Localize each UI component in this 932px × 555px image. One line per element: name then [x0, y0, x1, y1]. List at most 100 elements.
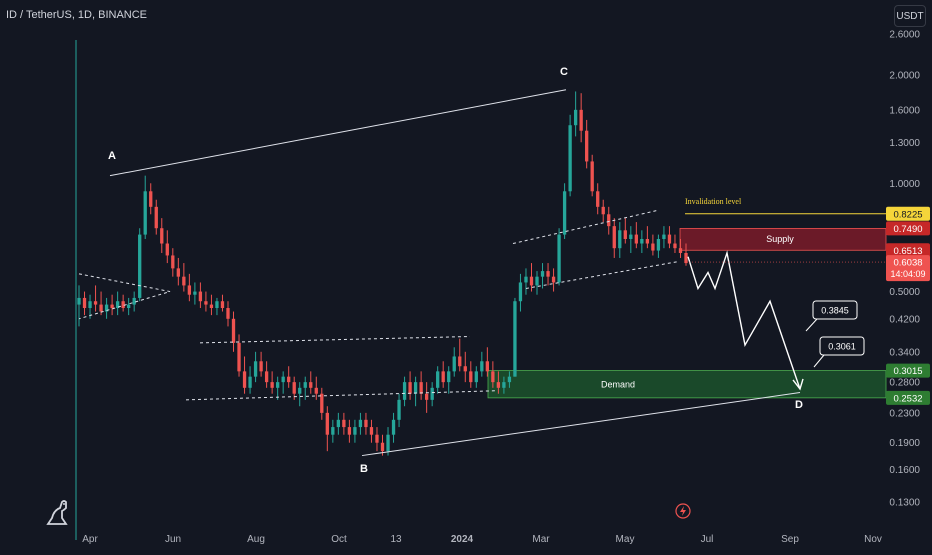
price-tag-current-bg — [886, 255, 930, 282]
candle-body — [176, 268, 180, 277]
y-tick-label: 0.1900 — [889, 438, 920, 449]
candle-body — [529, 276, 534, 286]
candle-body — [579, 109, 583, 131]
lightning-icon[interactable] — [675, 503, 691, 519]
candle-body — [99, 304, 103, 312]
price-tag-demand-bottom-bg — [886, 390, 930, 405]
trendline-bd[interactable] — [361, 392, 801, 457]
x-tick-label: May — [616, 534, 635, 545]
candle-body — [573, 109, 578, 126]
candle-body — [618, 230, 622, 249]
candle-body — [237, 342, 241, 372]
candle-body — [662, 234, 666, 239]
projected-path[interactable] — [687, 250, 801, 390]
candle-body — [452, 356, 456, 372]
candle-body — [535, 276, 539, 286]
candle-body — [419, 382, 423, 394]
candle-body — [171, 255, 175, 269]
price-tag-supply-bottom-bg — [886, 243, 930, 258]
candle-body — [474, 371, 478, 383]
candle-body — [88, 301, 92, 309]
candle-body — [132, 297, 136, 305]
candle-body — [480, 361, 484, 372]
y-tick-label: 0.3400 — [889, 347, 920, 358]
symbol-title[interactable]: ID / TetherUS, 1D, BINANCE — [6, 9, 148, 21]
candle-body — [402, 382, 407, 400]
candle-body — [424, 393, 429, 400]
candle-body — [601, 206, 605, 215]
target-box[interactable] — [819, 336, 865, 356]
price-tag-demand-top: 0.3015 — [893, 366, 922, 377]
candle-body — [187, 285, 192, 295]
currency-button[interactable]: USDT — [894, 5, 926, 27]
candle-body — [314, 387, 318, 394]
candle-body — [347, 427, 352, 435]
candle-body — [413, 382, 418, 394]
candle-body — [590, 161, 594, 192]
candle-body — [513, 301, 517, 377]
triangle-pattern[interactable] — [78, 273, 171, 320]
candle-body — [651, 243, 655, 251]
price-countdown: 14:04:09 — [890, 269, 925, 279]
range-top-line[interactable] — [199, 335, 471, 344]
candle-body — [358, 419, 363, 428]
candle-body — [667, 234, 672, 244]
candle-body — [656, 238, 661, 251]
price-tag-current: 0.6038 — [893, 258, 922, 269]
candle-body — [623, 230, 627, 239]
target-pointer — [813, 354, 825, 368]
candle-body — [491, 371, 495, 383]
candle-body — [640, 238, 644, 244]
price-tag-invalidation: 0.8225 — [893, 209, 922, 220]
candle-body — [215, 301, 219, 309]
candle-body — [82, 297, 87, 309]
y-tick-label: 0.5000 — [889, 287, 920, 298]
target-box[interactable] — [812, 300, 858, 320]
wave-label-a: A — [108, 150, 116, 162]
y-tick-label: 0.4200 — [889, 314, 920, 325]
demand-zone[interactable] — [487, 370, 887, 399]
candle-body — [562, 191, 567, 235]
demand-label: Demand — [601, 379, 635, 389]
wave-label-c: C — [560, 66, 568, 78]
candle-body — [436, 371, 440, 388]
candle-body — [485, 361, 490, 372]
candle-body — [292, 382, 296, 394]
candle-body — [127, 304, 131, 309]
candle-body — [496, 382, 501, 388]
trendline-ac[interactable] — [109, 89, 567, 177]
candle-body — [325, 412, 329, 435]
target-label: 0.3845 — [821, 306, 849, 316]
y-tick-label: 1.0000 — [889, 179, 920, 190]
candle-body — [104, 304, 109, 312]
candle-body — [673, 243, 677, 249]
candle-body — [182, 276, 186, 286]
price-tag-demand-bottom: 0.2532 — [893, 393, 922, 404]
price-tag-supply-top-bg — [886, 221, 930, 236]
wave-label-d: D — [795, 399, 803, 411]
candle-body — [607, 214, 611, 227]
x-tick-label: Apr — [82, 534, 98, 545]
candle-body — [386, 434, 390, 452]
candle-body — [546, 271, 550, 277]
candle-body — [342, 419, 346, 428]
candle-body — [231, 318, 236, 343]
x-tick-label: Aug — [247, 534, 265, 545]
channel-top-line[interactable] — [512, 210, 658, 245]
y-tick-label: 2.0000 — [889, 70, 920, 81]
tradingview-dino-icon — [46, 500, 68, 525]
candle-body — [309, 382, 313, 388]
candle-body — [441, 371, 445, 383]
candle-body — [198, 291, 203, 302]
candle-body — [540, 271, 545, 277]
candle-body — [320, 393, 324, 413]
range-bottom-line[interactable] — [185, 390, 497, 401]
candle-body — [264, 371, 269, 383]
channel-bottom-line[interactable] — [525, 261, 678, 289]
target-label: 0.3061 — [828, 342, 856, 352]
candle-body — [77, 297, 81, 305]
candle-body — [645, 238, 650, 244]
y-tick-label: 0.2800 — [889, 378, 920, 389]
